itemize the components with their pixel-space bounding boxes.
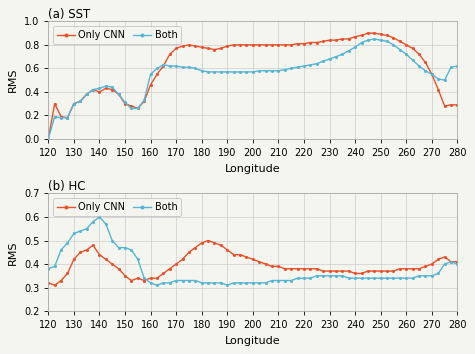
Only CNN — [269, 264, 275, 269]
Line: Both: Both — [47, 38, 459, 141]
Both — [148, 281, 153, 285]
Only CNN — [46, 137, 51, 141]
Only CNN — [231, 252, 237, 257]
Only CNN — [442, 255, 447, 259]
Only CNN — [142, 99, 147, 103]
X-axis label: Longitude: Longitude — [225, 164, 281, 173]
Y-axis label: RMS: RMS — [9, 68, 19, 92]
Both — [455, 262, 460, 266]
Both — [154, 283, 160, 287]
Both — [167, 64, 172, 68]
Line: Both: Both — [47, 216, 459, 287]
Only CNN — [256, 43, 262, 47]
Only CNN — [52, 283, 57, 287]
Both — [371, 37, 377, 41]
Only CNN — [442, 104, 447, 108]
Only CNN — [410, 267, 416, 271]
Legend: Only CNN, Both: Only CNN, Both — [53, 26, 181, 44]
Only CNN — [365, 31, 371, 35]
Only CNN — [173, 262, 179, 266]
Only CNN — [148, 276, 153, 280]
Only CNN — [167, 52, 172, 56]
Both — [455, 64, 460, 68]
Only CNN — [403, 43, 409, 47]
Only CNN — [218, 46, 224, 51]
Both — [442, 262, 447, 266]
Text: (b) HC: (b) HC — [48, 181, 86, 194]
Both — [142, 98, 147, 102]
Line: Only CNN: Only CNN — [47, 32, 459, 141]
Both — [442, 78, 447, 82]
Both — [403, 52, 409, 56]
Only CNN — [46, 281, 51, 285]
Both — [218, 70, 224, 74]
Both — [231, 281, 237, 285]
Legend: Only CNN, Both: Only CNN, Both — [53, 198, 181, 216]
Both — [269, 278, 275, 282]
Y-axis label: RMS: RMS — [9, 240, 19, 264]
Line: Only CNN: Only CNN — [47, 239, 459, 287]
Both — [96, 215, 102, 219]
Text: (a) SST: (a) SST — [48, 8, 91, 21]
Only CNN — [455, 103, 460, 107]
Only CNN — [455, 259, 460, 264]
Only CNN — [205, 238, 211, 242]
Both — [256, 69, 262, 73]
X-axis label: Longitude: Longitude — [225, 336, 281, 346]
Both — [46, 267, 51, 271]
Both — [410, 276, 416, 280]
Both — [46, 137, 51, 141]
Both — [180, 278, 185, 282]
